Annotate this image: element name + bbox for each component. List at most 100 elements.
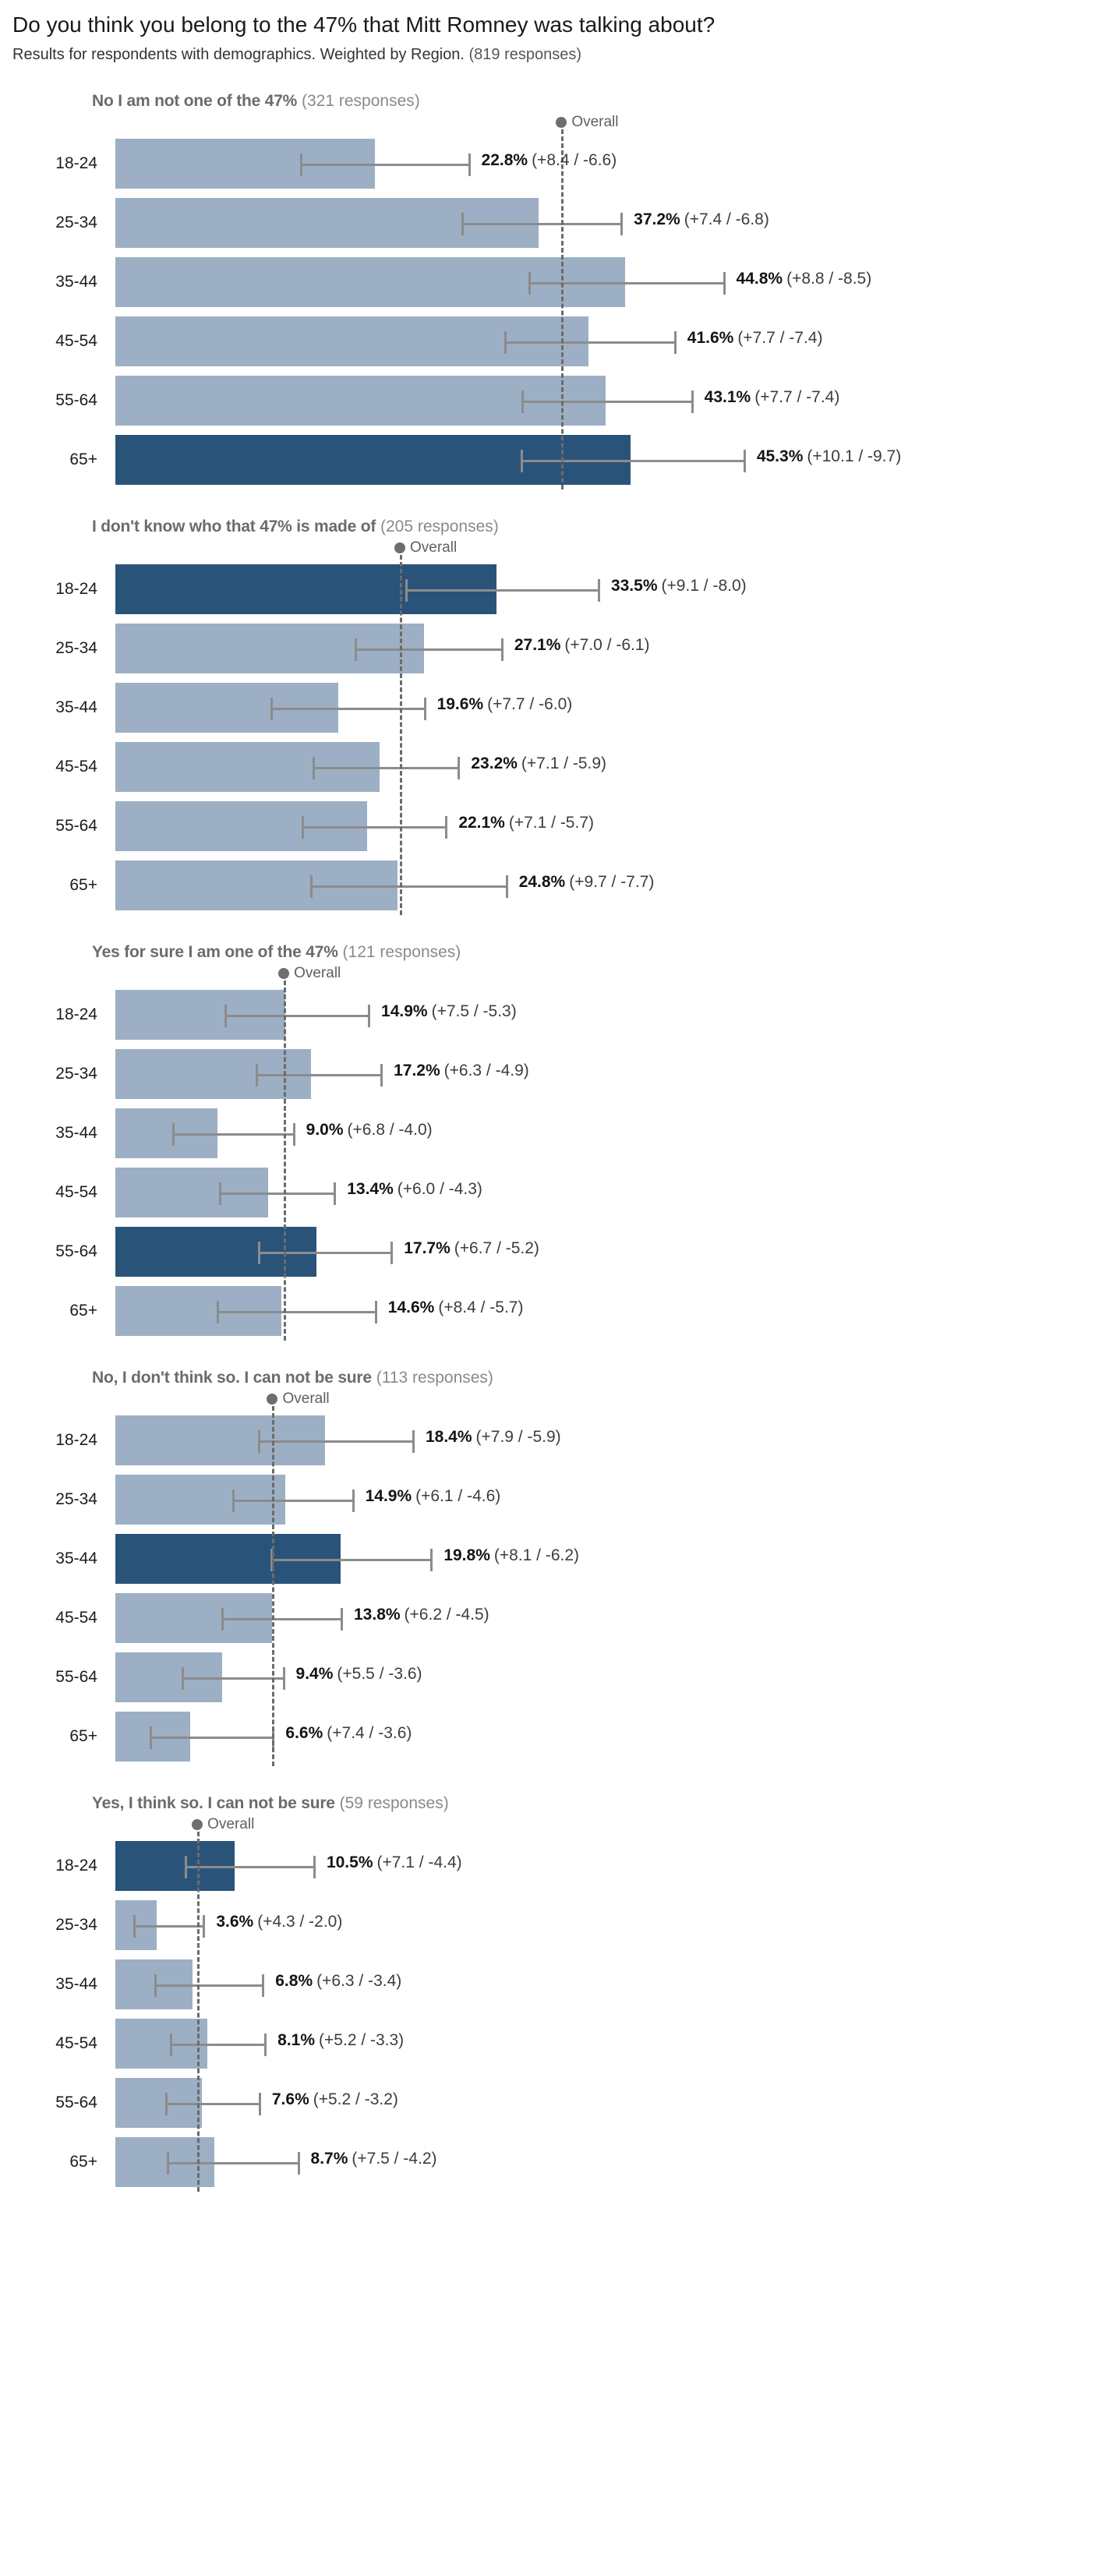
bar-row[interactable]: 55-64 22.1% (+7.1 / -5.7)	[0, 797, 1106, 856]
confidence-interval-whisker	[405, 579, 600, 602]
bar-row[interactable]: 65+ 24.8% (+9.7 / -7.7)	[0, 856, 1106, 915]
row-value-label: 13.8% (+6.2 / -4.5)	[354, 1606, 489, 1624]
row-value-label: 22.8% (+8.4 / -6.6)	[482, 151, 617, 170]
row-percent: 17.2%	[394, 1062, 440, 1080]
row-confidence-interval: (+6.3 / -4.9)	[443, 1062, 529, 1080]
confidence-interval-whisker	[521, 390, 694, 413]
row-percent: 45.3%	[756, 447, 804, 465]
overall-dot-icon	[394, 542, 405, 553]
row-value-label: 14.9% (+7.5 / -5.3)	[381, 1002, 517, 1021]
confidence-interval-whisker	[299, 154, 471, 176]
row-category-label: 35-44	[55, 1975, 97, 1993]
confidence-interval-whisker	[218, 1182, 337, 1205]
row-confidence-interval: (+7.1 / -4.4)	[376, 1853, 462, 1871]
confidence-interval-whisker	[216, 1301, 377, 1323]
bar-row[interactable]: 65+ 45.3% (+10.1 / -9.7)	[0, 430, 1106, 489]
panel-plot-area: Overall 18-24 18.4% (+7.9 / -5.9) 25-34 14.9%…	[0, 1390, 1106, 1766]
row-confidence-interval: (+9.1 / -8.0)	[661, 577, 747, 595]
panel-rows: 18-24 18.4% (+7.9 / -5.9) 25-34 14.9% (+6.1 /…	[0, 1390, 1106, 1766]
bar-row[interactable]: 25-34 14.9% (+6.1 / -4.6)	[0, 1470, 1106, 1529]
confidence-interval-whisker	[270, 698, 426, 720]
bar-row[interactable]: 45-54 8.1% (+5.2 / -3.3)	[0, 2014, 1106, 2073]
row-value-label: 14.6% (+8.4 / -5.7)	[388, 1299, 524, 1317]
confidence-interval-whisker	[257, 1242, 394, 1264]
row-confidence-interval: (+7.9 / -5.9)	[475, 1428, 561, 1446]
row-value-label: 18.4% (+7.9 / -5.9)	[426, 1428, 561, 1447]
row-percent: 22.8%	[481, 151, 528, 169]
row-value-label: 19.6% (+7.7 / -6.0)	[437, 695, 573, 714]
row-percent: 19.6%	[436, 695, 484, 713]
bar-row[interactable]: 65+ 14.6% (+8.4 / -5.7)	[0, 1281, 1106, 1341]
bar-row[interactable]: 45-54 23.2% (+7.1 / -5.9)	[0, 737, 1106, 797]
row-confidence-interval: (+6.2 / -4.5)	[404, 1606, 489, 1624]
row-category-label: 55-64	[55, 817, 97, 835]
bar-row[interactable]: 45-54 13.8% (+6.2 / -4.5)	[0, 1588, 1106, 1648]
chart-panel: Yes for sure I am one of the 47% (121 re…	[0, 943, 1106, 1341]
row-confidence-interval: (+8.4 / -6.6)	[532, 151, 617, 169]
row-category-label: 35-44	[55, 698, 97, 716]
bar-row[interactable]: 18-24 22.8% (+8.4 / -6.6)	[0, 134, 1106, 193]
row-percent: 41.6%	[687, 329, 734, 347]
bar-row[interactable]: 45-54 41.6% (+7.7 / -7.4)	[0, 312, 1106, 371]
bar-row[interactable]: 35-44 44.8% (+8.8 / -8.5)	[0, 253, 1106, 312]
bar-row[interactable]: 25-34 3.6% (+4.3 / -2.0)	[0, 1896, 1106, 1955]
bar-row[interactable]: 35-44 9.0% (+6.8 / -4.0)	[0, 1104, 1106, 1163]
row-value-label: 13.4% (+6.0 / -4.3)	[347, 1180, 482, 1199]
row-percent: 3.6%	[216, 1913, 254, 1931]
row-category-label: 35-44	[55, 1124, 97, 1142]
bar-row[interactable]: 45-54 13.4% (+6.0 / -4.3)	[0, 1163, 1106, 1222]
confidence-interval-whisker	[520, 450, 746, 472]
row-percent: 7.6%	[271, 2090, 309, 2108]
row-category-label: 18-24	[55, 580, 97, 598]
bar-row[interactable]: 18-24 33.5% (+9.1 / -8.0)	[0, 560, 1106, 619]
row-percent: 14.9%	[365, 1487, 412, 1505]
row-category-label: 45-54	[55, 1609, 97, 1627]
overall-reference-line	[284, 981, 287, 1341]
row-category-label: 55-64	[55, 1668, 97, 1686]
bar-row[interactable]: 55-64 9.4% (+5.5 / -3.6)	[0, 1648, 1106, 1707]
bar-row[interactable]: 55-64 43.1% (+7.7 / -7.4)	[0, 371, 1106, 430]
page-subtitle: Results for respondents with demographic…	[12, 46, 1106, 64]
row-confidence-interval: (+7.7 / -7.4)	[754, 388, 840, 406]
chart-panel: No, I don't think so. I can not be sure …	[0, 1369, 1106, 1766]
bar-row[interactable]: 55-64 7.6% (+5.2 / -3.2)	[0, 2073, 1106, 2133]
row-confidence-interval: (+5.5 / -3.6)	[337, 1665, 422, 1683]
bar-row[interactable]: 18-24 10.5% (+7.1 / -4.4)	[0, 1836, 1106, 1896]
panel-responses-count: (59 responses)	[334, 1794, 449, 1812]
bar-row[interactable]: 35-44 6.8% (+6.3 / -3.4)	[0, 1955, 1106, 2014]
total-responses-count: (819 responses)	[468, 46, 582, 63]
row-percent: 14.6%	[387, 1299, 435, 1316]
row-value-label: 33.5% (+9.1 / -8.0)	[611, 577, 747, 595]
confidence-interval-whisker	[309, 875, 508, 898]
overall-marker: Overall	[192, 1816, 254, 1833]
bar-row[interactable]: 55-64 17.7% (+6.7 / -5.2)	[0, 1222, 1106, 1281]
row-confidence-interval: (+6.0 / -4.3)	[397, 1180, 482, 1198]
row-value-label: 22.1% (+7.1 / -5.7)	[458, 814, 594, 832]
row-value-label: 44.8% (+8.8 / -8.5)	[737, 270, 872, 288]
panel-responses-count: (121 responses)	[337, 943, 461, 961]
row-percent: 19.8%	[443, 1546, 490, 1564]
bar-row[interactable]: 35-44 19.8% (+8.1 / -6.2)	[0, 1529, 1106, 1588]
page-title: Do you think you belong to the 47% that …	[12, 12, 716, 37]
panel-rows: 18-24 33.5% (+9.1 / -8.0) 25-34 27.1% (+7.0 /…	[0, 539, 1106, 915]
row-percent: 37.2%	[634, 210, 680, 228]
bar-row[interactable]: 25-34 37.2% (+7.4 / -6.8)	[0, 193, 1106, 253]
bar-row[interactable]: 18-24 14.9% (+7.5 / -5.3)	[0, 985, 1106, 1044]
row-confidence-interval: (+7.7 / -7.4)	[737, 329, 823, 347]
row-value-label: 8.1% (+5.2 / -3.3)	[277, 2031, 404, 2050]
row-value-label: 17.2% (+6.3 / -4.9)	[394, 1062, 529, 1080]
row-category-label: 35-44	[55, 273, 97, 291]
bar-row[interactable]: 25-34 17.2% (+6.3 / -4.9)	[0, 1044, 1106, 1104]
bar-row[interactable]: 65+ 8.7% (+7.5 / -4.2)	[0, 2133, 1106, 2192]
confidence-interval-whisker	[224, 1005, 371, 1027]
confidence-interval-whisker	[461, 213, 624, 235]
bar-row[interactable]: 25-34 27.1% (+7.0 / -6.1)	[0, 619, 1106, 678]
bar-row[interactable]: 65+ 6.6% (+7.4 / -3.6)	[0, 1707, 1106, 1766]
row-confidence-interval: (+6.1 / -4.6)	[415, 1487, 501, 1505]
row-percent: 18.4%	[425, 1428, 472, 1446]
bar-row[interactable]: 35-44 19.6% (+7.7 / -6.0)	[0, 678, 1106, 737]
row-confidence-interval: (+7.5 / -4.2)	[352, 2150, 437, 2168]
bar-row[interactable]: 18-24 18.4% (+7.9 / -5.9)	[0, 1411, 1106, 1470]
row-confidence-interval: (+5.2 / -3.2)	[313, 2090, 398, 2108]
row-category-label: 25-34	[55, 1916, 97, 1934]
